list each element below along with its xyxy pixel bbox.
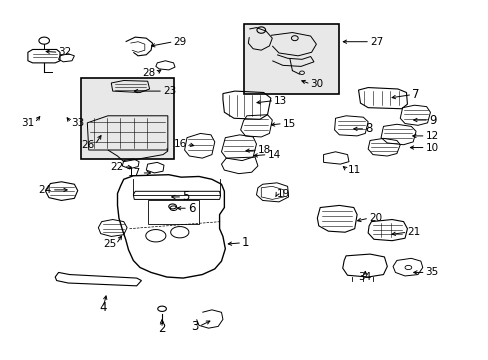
Text: 28: 28 [142, 68, 156, 78]
Text: 13: 13 [274, 96, 287, 105]
Text: 26: 26 [81, 140, 95, 150]
Text: 1: 1 [242, 236, 249, 249]
Text: 6: 6 [187, 202, 195, 215]
Text: 14: 14 [267, 150, 280, 159]
Text: 20: 20 [368, 213, 382, 223]
Text: 29: 29 [173, 37, 186, 47]
Text: 5: 5 [182, 190, 189, 203]
Text: 7: 7 [411, 88, 419, 101]
Text: 11: 11 [347, 165, 360, 175]
Text: 30: 30 [310, 79, 323, 89]
Text: 3: 3 [191, 320, 199, 333]
Text: 27: 27 [369, 37, 383, 47]
Text: 12: 12 [425, 131, 438, 141]
Text: 31: 31 [21, 118, 35, 128]
Text: 8: 8 [365, 122, 372, 135]
Text: 32: 32 [59, 47, 72, 57]
Text: 18: 18 [257, 145, 271, 155]
Bar [147, 201, 199, 224]
Text: 10: 10 [425, 143, 438, 153]
Text: 9: 9 [428, 113, 436, 126]
Text: 25: 25 [102, 239, 116, 249]
Text: 24: 24 [39, 185, 52, 195]
Text: 2: 2 [158, 322, 165, 335]
Text: 35: 35 [425, 267, 438, 278]
Text: 15: 15 [282, 118, 295, 129]
Text: 19: 19 [277, 189, 290, 199]
Bar [81, 78, 174, 159]
Text: 34: 34 [358, 272, 371, 282]
Text: 22: 22 [110, 162, 123, 172]
Text: 17: 17 [128, 168, 141, 178]
Text: 23: 23 [163, 86, 176, 96]
Bar [243, 24, 339, 94]
Text: 16: 16 [173, 139, 186, 149]
Text: 33: 33 [71, 118, 84, 128]
Text: 21: 21 [407, 227, 420, 237]
Text: 4: 4 [99, 301, 107, 314]
